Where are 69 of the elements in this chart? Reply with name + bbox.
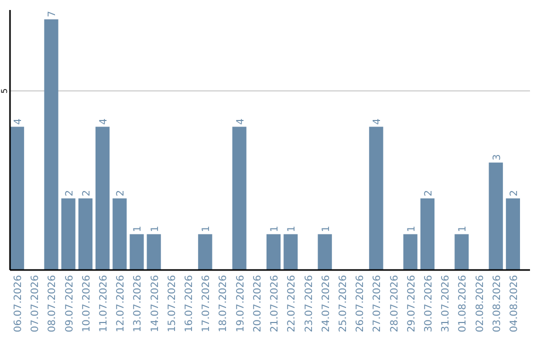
x-tick-label: 03.08.2026 <box>492 275 503 332</box>
bar <box>130 234 144 270</box>
x-tick-label: 20.07.2026 <box>252 275 264 332</box>
x-tick-label: 12.07.2026 <box>116 275 127 332</box>
x-tick-label: 07.07.2026 <box>30 275 42 332</box>
x-tick-label: 31.07.2026 <box>440 275 452 332</box>
data-label: 7 <box>47 10 58 18</box>
x-tick-label: 29.07.2026 <box>406 275 418 332</box>
x-tick-label: 17.07.2026 <box>201 275 212 332</box>
data-label: 1 <box>150 226 161 232</box>
x-tick-label: 04.08.2026 <box>508 275 520 332</box>
x-tick-label: 06.07.2026 <box>13 275 24 332</box>
data-label: 1 <box>286 226 298 232</box>
bar <box>44 19 58 270</box>
x-tick-label: 24.07.2026 <box>320 275 332 332</box>
bar <box>266 234 281 270</box>
y-tick-label: 5 <box>0 88 9 94</box>
data-label: 2 <box>116 190 127 196</box>
data-label: 4 <box>372 118 384 125</box>
data-label: 4 <box>98 118 110 125</box>
bar <box>506 198 520 270</box>
x-tick-label: 18.07.2026 <box>218 275 230 332</box>
x-tick-label: 30.07.2026 <box>423 275 434 332</box>
data-label: 4 <box>13 118 24 125</box>
bar <box>146 234 161 270</box>
data-label: 2 <box>508 190 520 196</box>
x-tick-label: 11.07.2026 <box>98 275 110 332</box>
bar <box>488 162 503 270</box>
data-label: 1 <box>270 226 281 232</box>
x-tick-label: 14.07.2026 <box>150 275 161 332</box>
data-label: 3 <box>492 154 503 161</box>
bar <box>454 234 469 270</box>
data-label: 4 <box>235 118 246 125</box>
bar <box>369 126 384 270</box>
x-tick-label: 16.07.2026 <box>184 275 196 332</box>
data-label: 1 <box>132 226 144 232</box>
data-label: 1 <box>406 226 418 232</box>
x-tick-label: 23.07.2026 <box>304 275 315 332</box>
data-label: 2 <box>81 190 92 196</box>
bar <box>78 198 92 270</box>
bar <box>112 198 127 270</box>
x-tick-label: 22.07.2026 <box>286 275 298 332</box>
data-label: 1 <box>458 226 469 232</box>
bar <box>198 234 212 270</box>
bar <box>61 198 76 270</box>
data-label: 2 <box>64 190 76 196</box>
x-tick-label: 21.07.2026 <box>270 275 281 332</box>
bar <box>318 234 332 270</box>
bar <box>420 198 434 270</box>
bar <box>96 126 110 270</box>
bar <box>10 126 24 270</box>
x-tick-label: 13.07.2026 <box>132 275 144 332</box>
x-tick-label: 15.07.2026 <box>166 275 178 332</box>
x-tick-label: 02.08.2026 <box>474 275 486 332</box>
data-label: 1 <box>201 226 212 232</box>
bar <box>284 234 298 270</box>
x-tick-label: 26.07.2026 <box>355 275 366 332</box>
x-tick-label: 27.07.2026 <box>372 275 384 332</box>
bar <box>403 234 418 270</box>
x-tick-label: 08.07.2026 <box>47 275 58 332</box>
x-tick-label: 10.07.2026 <box>81 275 92 332</box>
x-tick-label: 09.07.2026 <box>64 275 76 332</box>
x-tick-label: 28.07.2026 <box>389 275 400 332</box>
data-label: 1 <box>320 226 332 232</box>
x-tick-label: 01.08.2026 <box>458 275 469 332</box>
bar <box>232 126 246 270</box>
x-tick-label: 25.07.2026 <box>338 275 349 332</box>
x-tick-label: 19.07.2026 <box>235 275 246 332</box>
data-label: 2 <box>423 190 434 196</box>
